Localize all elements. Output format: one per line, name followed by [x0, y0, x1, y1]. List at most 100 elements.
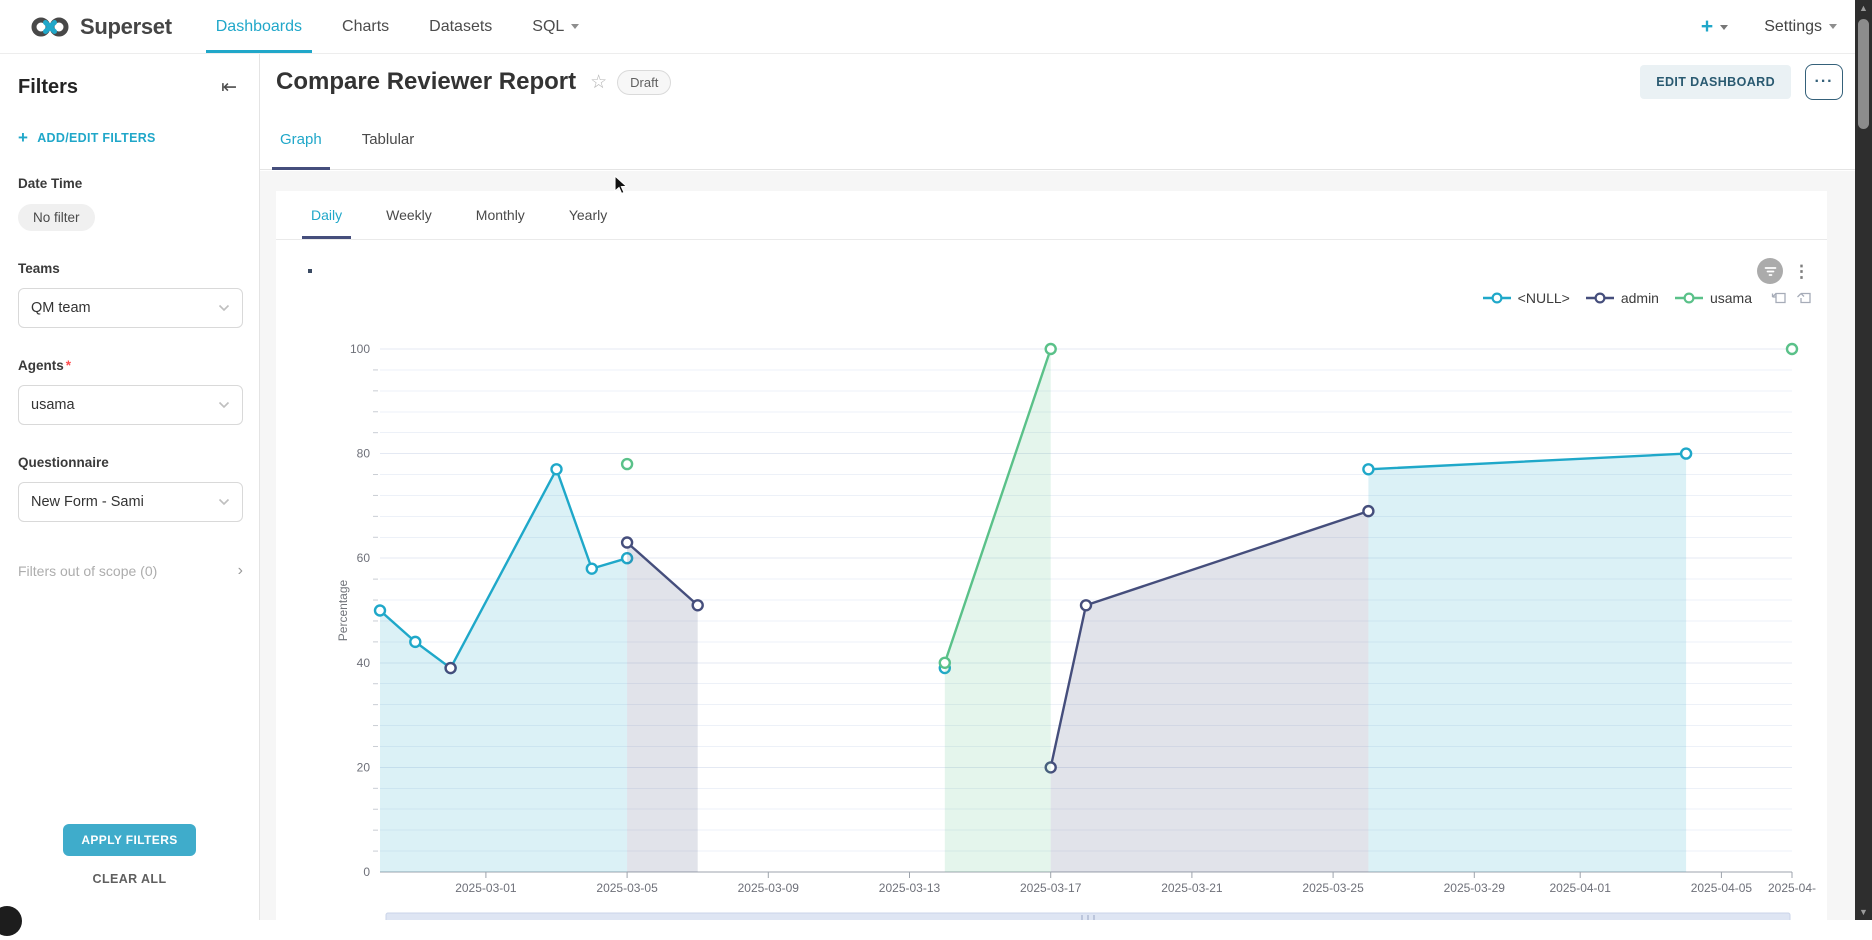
- legend-label: <NULL>: [1517, 290, 1570, 306]
- settings-label: Settings: [1764, 17, 1822, 35]
- filter-funnel-icon: [1764, 266, 1776, 276]
- chart-card: Daily Weekly Monthly Yearly ⋮ <NULL> admin us…: [276, 191, 1827, 940]
- status-badge: Draft: [617, 69, 672, 95]
- period-tab-yearly[interactable]: Yearly: [568, 207, 608, 223]
- filter-field-teams: Teams QM team: [18, 261, 243, 328]
- favorite-star-icon[interactable]: ☆: [590, 71, 608, 93]
- filter-fields: Date Time No filter Teams QM team Agents * usa…: [18, 176, 243, 522]
- scroll-down-arrow-icon[interactable]: ▼: [1859, 907, 1868, 917]
- top-navbar: Superset Dashboards Charts Datasets SQL + S…: [0, 0, 1855, 54]
- legend-label: usama: [1709, 290, 1752, 306]
- chart-title-dot: [308, 269, 312, 273]
- edit-dashboard-button[interactable]: EDIT DASHBOARD: [1640, 65, 1791, 99]
- legend-item-admin[interactable]: admin: [1585, 290, 1659, 306]
- svg-text:60: 60: [357, 551, 371, 565]
- settings-menu[interactable]: Settings: [1764, 18, 1837, 36]
- filter-select-questionnaire[interactable]: New Form - Sami: [18, 482, 243, 522]
- svg-text:2025-03-17: 2025-03-17: [1020, 881, 1082, 895]
- svg-text:2025-03-09: 2025-03-09: [738, 881, 800, 895]
- filters-out-of-scope-row[interactable]: Filters out of scope (0) ›: [18, 562, 243, 580]
- filter-select-teams[interactable]: QM team: [18, 288, 243, 328]
- chart-menu-kebab-icon[interactable]: ⋮: [1793, 261, 1810, 281]
- selected-value: usama: [31, 397, 75, 413]
- add-edit-filters-button[interactable]: + ADD/EDIT FILTERS: [18, 129, 243, 146]
- legend-item-null[interactable]: <NULL>: [1482, 290, 1570, 306]
- chevron-down-icon: [571, 24, 580, 29]
- selected-value: New Form - Sami: [31, 494, 144, 510]
- tab-graph[interactable]: Graph: [272, 110, 330, 170]
- field-label: Date Time: [18, 176, 83, 191]
- new-item-button[interactable]: +: [1700, 15, 1729, 38]
- svg-text:20: 20: [357, 760, 371, 774]
- svg-text:2025-04-01: 2025-04-01: [1550, 881, 1612, 895]
- period-tab-weekly[interactable]: Weekly: [386, 207, 432, 223]
- zoom-select-icon[interactable]: [1771, 290, 1787, 306]
- svg-text:2025-03-21: 2025-03-21: [1161, 881, 1223, 895]
- scrollbar-thumb[interactable]: [1858, 19, 1869, 129]
- period-tab-monthly[interactable]: Monthly: [475, 207, 525, 223]
- chevron-down-icon: [218, 401, 230, 409]
- page-title: Compare Reviewer Report: [276, 68, 577, 95]
- svg-text:2025-03-05: 2025-03-05: [596, 881, 658, 895]
- apply-filters-button[interactable]: APPLY FILTERS: [63, 824, 196, 856]
- filters-out-of-scope-label: Filters out of scope (0): [18, 563, 158, 579]
- legend-label: admin: [1620, 290, 1659, 306]
- window-scrollbar[interactable]: ▲ ▼: [1855, 0, 1872, 920]
- legend-marker-icon: [1674, 292, 1703, 304]
- dashboard-tabs: Graph Tablular: [260, 110, 1855, 170]
- nav-item-datasets[interactable]: Datasets: [429, 17, 493, 35]
- clear-all-button[interactable]: CLEAR ALL: [92, 872, 167, 886]
- svg-text:Percentage: Percentage: [336, 579, 350, 641]
- field-label: Teams: [18, 261, 60, 276]
- svg-text:2025-03-29: 2025-03-29: [1444, 881, 1506, 895]
- tab-tablular[interactable]: Tablular: [361, 131, 415, 148]
- chart-toolbox: [1771, 290, 1812, 306]
- period-tabs: Daily Weekly Monthly Yearly: [276, 191, 1827, 240]
- filter-select-agents[interactable]: usama: [18, 385, 243, 425]
- svg-text:100: 100: [350, 342, 370, 356]
- filter-field-questionnaire: Questionnaire New Form - Sami: [18, 455, 243, 522]
- nav-item-sql[interactable]: SQL: [512, 0, 599, 53]
- collapse-sidebar-icon[interactable]: ⇤: [221, 77, 237, 98]
- svg-text:2025-03-01: 2025-03-01: [455, 881, 517, 895]
- filters-sidebar: Filters ⇤ + ADD/EDIT FILTERS Date Time No…: [0, 54, 260, 936]
- plus-icon: +: [1700, 15, 1714, 38]
- navbar-right: + Settings: [1701, 0, 1855, 53]
- period-tab-daily[interactable]: Daily: [302, 191, 352, 239]
- superset-infinity-icon: [31, 17, 69, 36]
- required-asterisk: *: [65, 358, 72, 373]
- svg-text:2025-04-05: 2025-04-05: [1691, 881, 1753, 895]
- selected-value: QM team: [31, 300, 91, 316]
- more-options-button[interactable]: ···: [1805, 64, 1843, 100]
- applied-filters-icon[interactable]: [1757, 258, 1783, 284]
- nav-item-charts[interactable]: Charts: [342, 17, 390, 35]
- svg-text:2025-03-13: 2025-03-13: [879, 881, 941, 895]
- add-edit-filters-label: ADD/EDIT FILTERS: [37, 130, 156, 145]
- chart-area: ⋮ <NULL> admin usama 0 20 40 60 80 100 Percentag…: [276, 240, 1827, 940]
- svg-text:2025-03-25: 2025-03-25: [1302, 881, 1364, 895]
- svg-text:0: 0: [363, 865, 370, 879]
- field-label: Questionnaire: [18, 455, 109, 470]
- chevron-right-icon: ›: [237, 562, 243, 579]
- datazoom-slider[interactable]: [386, 911, 1790, 920]
- legend-marker-icon: [1585, 292, 1614, 304]
- zoom-reset-icon[interactable]: [1796, 290, 1812, 306]
- filters-footer: APPLY FILTERS CLEAR ALL: [0, 810, 259, 920]
- brand-name: Superset: [80, 13, 172, 39]
- filter-field-date-time: Date Time No filter: [18, 176, 243, 231]
- line-chart: 0 20 40 60 80 100 Percentage 2025-03-01 2025-03-…: [336, 342, 1816, 920]
- scroll-up-arrow-icon[interactable]: ▲: [1859, 3, 1868, 13]
- superset-logo[interactable]: Superset: [0, 0, 196, 53]
- filters-title: Filters: [18, 76, 79, 98]
- dashboard-header: Compare Reviewer Report ☆ Draft EDIT DAS…: [260, 54, 1855, 110]
- filter-value-pill[interactable]: No filter: [18, 204, 95, 231]
- nav-item-dashboards[interactable]: Dashboards: [196, 0, 322, 53]
- legend-item-usama[interactable]: usama: [1674, 290, 1752, 306]
- legend-marker-icon: [1482, 292, 1511, 304]
- chevron-down-icon: [218, 498, 230, 506]
- filter-field-agents: Agents * usama: [18, 358, 243, 425]
- chevron-down-icon: [1720, 24, 1729, 30]
- chevron-down-icon: [1829, 23, 1837, 29]
- main-nav: Dashboards Charts Datasets SQL: [196, 0, 600, 53]
- svg-text:2025-04-: 2025-04-: [1768, 881, 1816, 895]
